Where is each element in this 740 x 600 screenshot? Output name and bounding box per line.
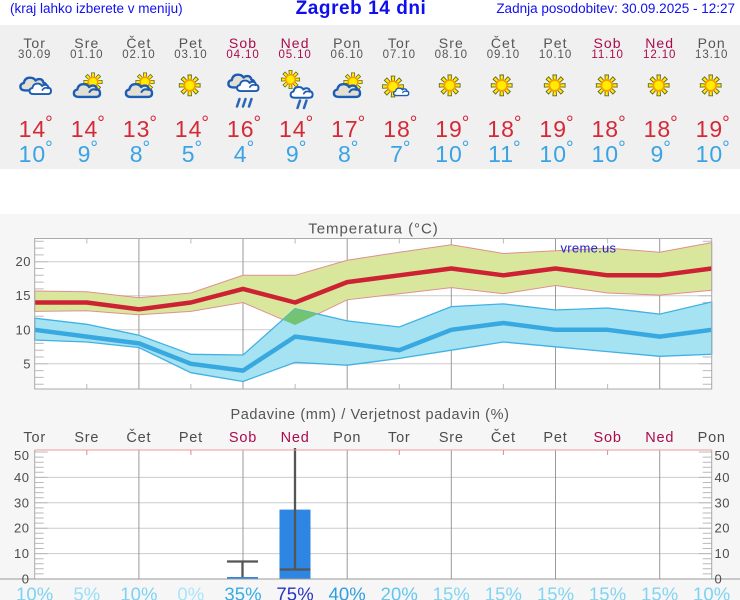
svg-text:Padavine (mm) / Verjetnost pad: Padavine (mm) / Verjetnost padavin (%)	[230, 407, 509, 423]
svg-text:Temperatura (°C): Temperatura (°C)	[308, 221, 438, 238]
svg-text:Tor: Tor	[388, 430, 411, 446]
svg-text:Sob: Sob	[229, 430, 257, 446]
svg-text:Sob: Sob	[593, 430, 621, 446]
svg-text:Tor: Tor	[23, 430, 46, 446]
svg-text:10%: 10%	[16, 583, 53, 600]
svg-text:10%: 10%	[120, 583, 157, 600]
svg-text:Sre: Sre	[74, 430, 99, 446]
svg-text:Pon: Pon	[698, 430, 726, 446]
svg-text:0: 0	[715, 572, 723, 587]
svg-text:15%: 15%	[485, 583, 522, 600]
svg-text:20: 20	[14, 521, 29, 536]
svg-text:30: 30	[715, 495, 730, 510]
svg-text:15: 15	[16, 288, 31, 303]
svg-text:15%: 15%	[537, 583, 574, 600]
svg-text:20: 20	[16, 254, 31, 269]
svg-text:Čet: Čet	[126, 429, 151, 446]
svg-text:Pet: Pet	[543, 430, 567, 446]
svg-text:Ned: Ned	[645, 430, 674, 446]
svg-text:Čet: Čet	[491, 429, 516, 446]
svg-text:50: 50	[14, 448, 29, 463]
svg-text:40: 40	[14, 470, 29, 485]
svg-text:30: 30	[14, 495, 29, 510]
svg-text:15%: 15%	[433, 583, 470, 600]
svg-text:75%: 75%	[276, 583, 313, 600]
svg-text:5: 5	[23, 356, 31, 371]
svg-text:Pet: Pet	[179, 430, 203, 446]
svg-text:15%: 15%	[589, 583, 626, 600]
svg-text:5%: 5%	[73, 583, 100, 600]
svg-text:0%: 0%	[177, 583, 204, 600]
svg-text:Sre: Sre	[439, 430, 464, 446]
svg-text:Pon: Pon	[333, 430, 361, 446]
svg-text:35%: 35%	[224, 583, 261, 600]
svg-text:40: 40	[715, 470, 730, 485]
svg-text:10: 10	[16, 322, 31, 337]
svg-text:20%: 20%	[381, 583, 418, 600]
svg-text:10: 10	[715, 546, 730, 561]
svg-text:50: 50	[715, 448, 730, 463]
svg-text:20: 20	[715, 521, 730, 536]
svg-text:vreme.us: vreme.us	[561, 240, 617, 255]
svg-text:15%: 15%	[641, 583, 678, 600]
svg-text:Ned: Ned	[281, 430, 310, 446]
svg-text:40%: 40%	[329, 583, 366, 600]
svg-text:10%: 10%	[693, 583, 730, 600]
svg-text:10: 10	[14, 546, 29, 561]
svg-text:0: 0	[22, 572, 30, 587]
